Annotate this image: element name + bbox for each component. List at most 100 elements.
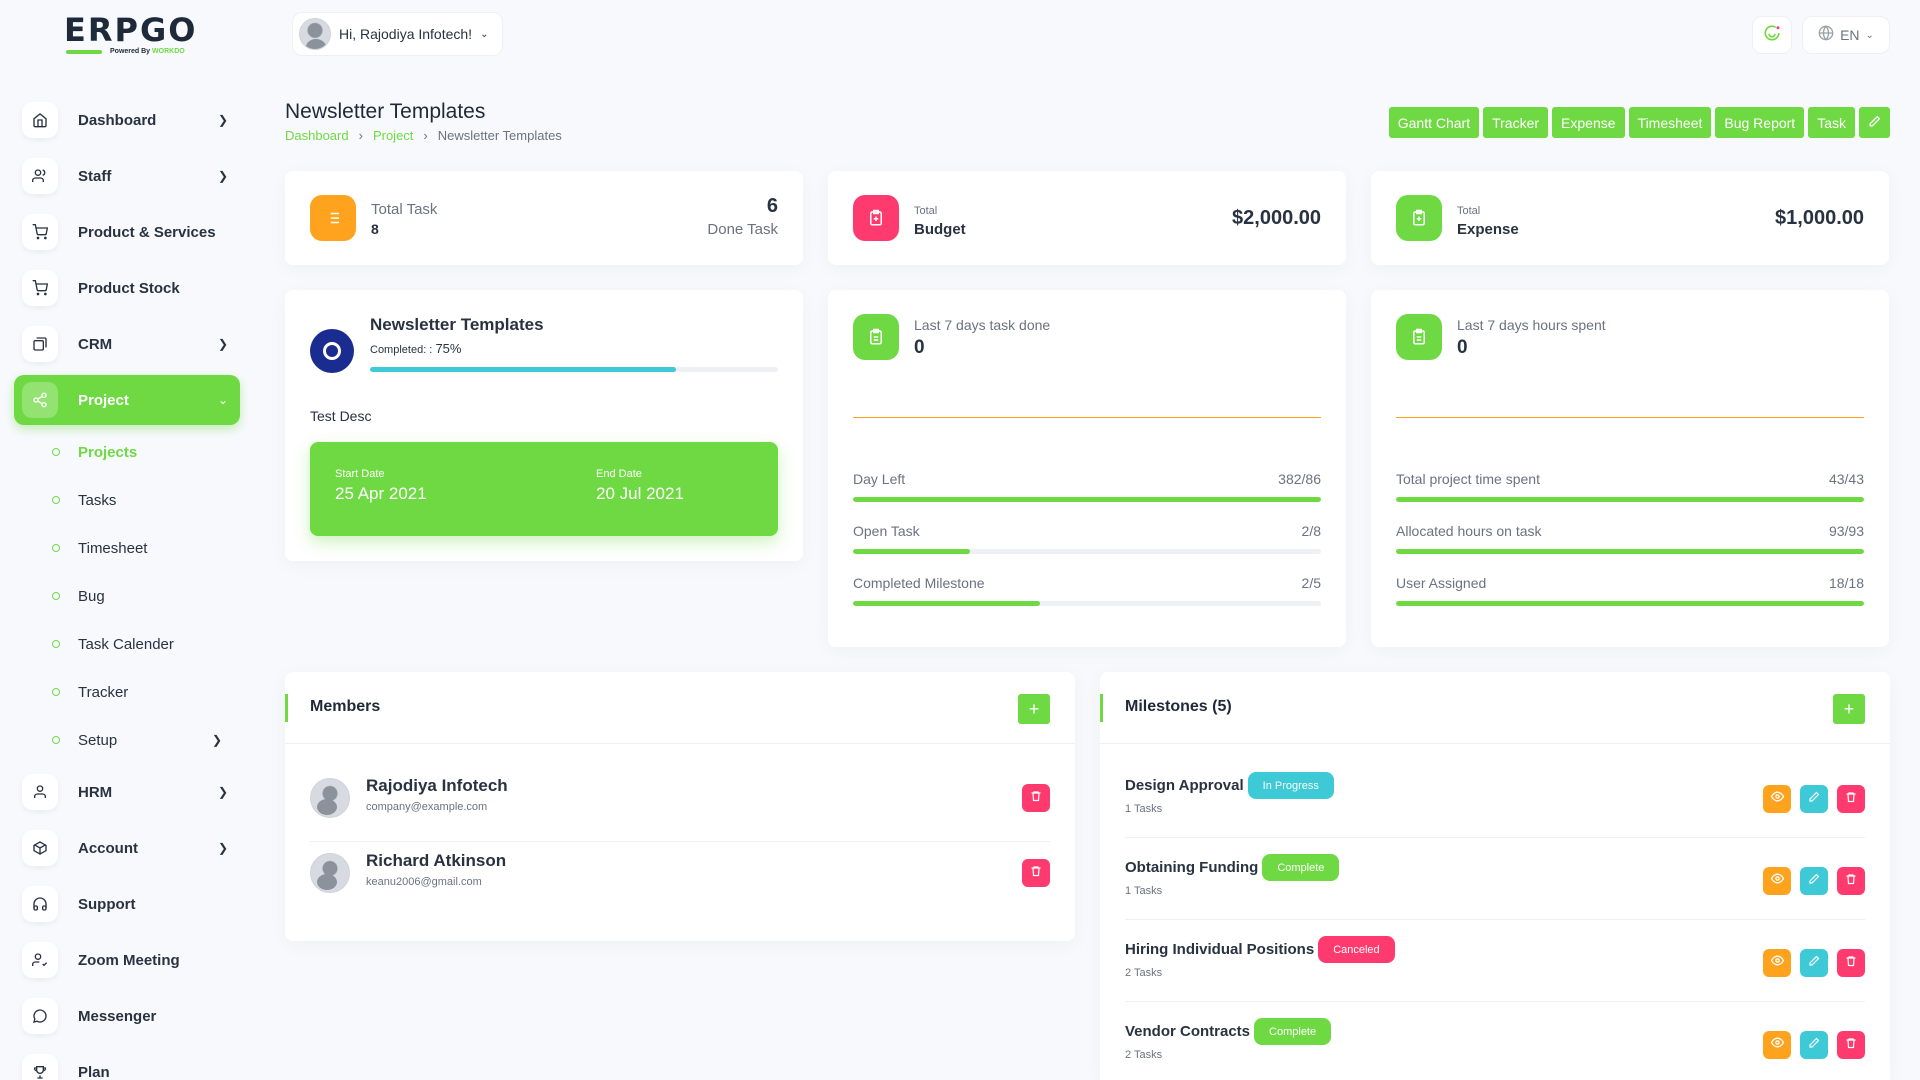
delete-milestone-button[interactable] (1837, 785, 1865, 813)
submenu-item-projects[interactable]: Projects (40, 428, 240, 476)
language-selector[interactable]: EN ⌄ (1802, 16, 1890, 54)
members-header: Members + (285, 672, 1075, 744)
edit-project-button[interactable] (1859, 107, 1890, 138)
breadcrumb-project[interactable]: Project (372, 128, 414, 143)
delete-member-button[interactable] (1022, 859, 1050, 887)
member-email: company@example.com (366, 801, 488, 813)
sidebar-item-hrm[interactable]: HRM ❯ (14, 764, 240, 820)
sidebar-item-support[interactable]: Support (14, 876, 240, 932)
bug-report-button[interactable]: Bug Report (1715, 107, 1805, 138)
add-milestone-button[interactable]: + (1833, 694, 1865, 724)
project-info-card: Newsletter Templates Completed: : 75% Te… (285, 290, 803, 561)
submenu-item-tasks[interactable]: Tasks (40, 476, 240, 524)
submenu-item-task-calender[interactable]: Task Calender (40, 620, 240, 668)
view-milestone-button[interactable] (1763, 867, 1791, 895)
delete-milestone-button[interactable] (1837, 867, 1865, 895)
sidebar-item-label: CRM (78, 335, 113, 353)
user-greeting: Hi, Rajodiya Infotech! (339, 26, 473, 42)
milestone-name: Vendor Contracts (1125, 1023, 1251, 1040)
gantt-chart-button[interactable]: Gantt Chart (1388, 107, 1480, 138)
done-task-label: Done Task (707, 221, 778, 238)
chevron-right-icon: › (358, 128, 363, 143)
timesheet-button[interactable]: Timesheet (1628, 107, 1712, 138)
project-submenu: Projects Tasks Timesheet Bug Task Calend… (14, 428, 240, 764)
stat-row-day-left: Day Left 382/86 (853, 471, 1321, 502)
sidebar-item-crm[interactable]: CRM ❯ (14, 316, 240, 372)
user-menu[interactable]: Hi, Rajodiya Infotech! ⌄ (292, 12, 504, 56)
budget-small-label: Total (914, 205, 938, 217)
sidebar-item-account[interactable]: Account ❯ (14, 820, 240, 876)
home-icon (22, 102, 58, 138)
stat-row-user-assigned: User Assigned 18/18 (1396, 575, 1864, 606)
view-milestone-button[interactable] (1763, 785, 1791, 813)
sidebar-item-messenger[interactable]: Messenger (14, 988, 240, 1044)
milestone-task-count: 2 Tasks (1125, 967, 1163, 979)
milestones-header: Milestones (5) + (1100, 672, 1890, 744)
messages-button[interactable] (1752, 16, 1792, 54)
sidebar-item-plan[interactable]: Plan (14, 1044, 240, 1080)
eye-icon (1770, 872, 1784, 890)
sidebar-item-zoom-meeting[interactable]: Zoom Meeting (14, 932, 240, 988)
plus-icon: + (1843, 698, 1855, 719)
view-milestone-button[interactable] (1763, 1031, 1791, 1059)
delete-member-button[interactable] (1022, 784, 1050, 812)
milestone-row[interactable]: Vendor Contracts Complete 2 Tasks (1125, 1002, 1865, 1080)
trash-icon (1845, 790, 1857, 808)
stat-row-open-task: Open Task 2/8 (853, 523, 1321, 554)
brand-logo[interactable]: ERPGO Powered By WORKDO (64, 11, 198, 55)
page-actions: Gantt Chart Tracker Expense Timesheet Bu… (1388, 107, 1890, 138)
expense-button[interactable]: Expense (1552, 107, 1625, 138)
task-done-value: 0 (914, 337, 925, 358)
sidebar-item-product-services[interactable]: Product & Services (14, 204, 240, 260)
add-member-button[interactable]: + (1018, 694, 1050, 724)
list-icon (310, 195, 356, 241)
pencil-icon (1868, 115, 1881, 131)
milestone-name: Obtaining Funding (1125, 859, 1259, 876)
sidebar-item-project[interactable]: Project ⌄ (14, 375, 240, 425)
plus-icon: + (1028, 698, 1040, 719)
submenu-item-timesheet[interactable]: Timesheet (40, 524, 240, 572)
edit-milestone-button[interactable] (1800, 867, 1828, 895)
submenu-item-tracker[interactable]: Tracker (40, 668, 240, 716)
sidebar-nav: Dashboard ❯ Staff ❯ Product & Services P… (14, 92, 240, 1080)
total-task-label: Total Task (371, 201, 438, 218)
avatar (310, 778, 350, 818)
sidebar-item-label: Product & Services (78, 223, 216, 241)
sidebar-item-staff[interactable]: Staff ❯ (14, 148, 240, 204)
tracker-button[interactable]: Tracker (1483, 107, 1549, 138)
pencil-icon (1808, 954, 1820, 972)
cart-icon (22, 270, 58, 306)
cart-icon (22, 214, 58, 250)
view-milestone-button[interactable] (1763, 949, 1791, 977)
expense-small-label: Total (1457, 205, 1481, 217)
clipboard-icon (1396, 314, 1442, 360)
language-label: EN (1840, 27, 1860, 43)
chevron-down-icon: ⌄ (480, 28, 489, 40)
clipboard-icon (853, 195, 899, 241)
delete-milestone-button[interactable] (1837, 1031, 1865, 1059)
milestone-status-badge: Complete (1262, 854, 1340, 881)
edit-milestone-button[interactable] (1800, 949, 1828, 977)
sidebar-item-product-stock[interactable]: Product Stock (14, 260, 240, 316)
budget-card: Total Budget $2,000.00 (828, 171, 1346, 265)
clipboard-icon (853, 314, 899, 360)
submenu-item-bug[interactable]: Bug (40, 572, 240, 620)
project-progress-bar (370, 367, 778, 372)
milestone-row[interactable]: Hiring Individual Positions Canceled 2 T… (1125, 920, 1865, 1002)
milestone-status-badge: Canceled (1318, 936, 1395, 963)
milestone-row[interactable]: Obtaining Funding Complete 1 Tasks (1125, 838, 1865, 920)
delete-milestone-button[interactable] (1837, 949, 1865, 977)
globe-icon (1818, 25, 1834, 46)
sidebar-item-label: HRM (78, 783, 113, 801)
milestone-row[interactable]: Design Approval In Progress 1 Tasks (1125, 756, 1865, 838)
submenu-item-setup[interactable]: Setup ❯ (40, 716, 240, 764)
project-completion: Completed: : 75% (370, 341, 462, 356)
edit-milestone-button[interactable] (1800, 785, 1828, 813)
task-button[interactable]: Task (1808, 107, 1855, 138)
edit-milestone-button[interactable] (1800, 1031, 1828, 1059)
sidebar-item-label: Account (78, 839, 138, 857)
pencil-icon (1808, 872, 1820, 890)
breadcrumb-dashboard[interactable]: Dashboard (285, 128, 349, 143)
chevron-down-icon: ⌄ (217, 393, 228, 407)
sidebar-item-dashboard[interactable]: Dashboard ❯ (14, 92, 240, 148)
